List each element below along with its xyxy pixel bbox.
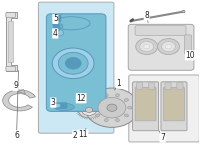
- Ellipse shape: [124, 114, 128, 117]
- FancyBboxPatch shape: [135, 87, 156, 121]
- Polygon shape: [3, 90, 35, 111]
- Text: 1: 1: [116, 79, 121, 88]
- Ellipse shape: [105, 119, 108, 122]
- Text: 7: 7: [160, 133, 165, 142]
- Ellipse shape: [116, 94, 119, 97]
- Circle shape: [158, 39, 179, 55]
- FancyBboxPatch shape: [6, 12, 15, 17]
- Ellipse shape: [128, 106, 132, 109]
- Circle shape: [78, 102, 100, 118]
- Circle shape: [140, 41, 154, 52]
- Text: 4: 4: [53, 29, 58, 38]
- FancyBboxPatch shape: [128, 24, 194, 70]
- FancyBboxPatch shape: [46, 14, 106, 111]
- Ellipse shape: [124, 99, 128, 101]
- FancyBboxPatch shape: [38, 2, 114, 133]
- Text: 5: 5: [53, 14, 58, 23]
- Circle shape: [65, 57, 81, 69]
- Circle shape: [55, 30, 64, 36]
- Text: 6: 6: [14, 131, 19, 140]
- Polygon shape: [18, 90, 26, 94]
- FancyBboxPatch shape: [133, 82, 159, 131]
- FancyBboxPatch shape: [177, 82, 183, 89]
- FancyBboxPatch shape: [161, 82, 187, 131]
- Circle shape: [162, 41, 175, 52]
- FancyBboxPatch shape: [164, 87, 184, 121]
- Ellipse shape: [116, 119, 119, 122]
- Ellipse shape: [54, 103, 74, 111]
- Circle shape: [56, 24, 63, 29]
- Polygon shape: [6, 12, 17, 71]
- Circle shape: [52, 48, 94, 79]
- FancyBboxPatch shape: [55, 103, 67, 108]
- Circle shape: [98, 97, 126, 118]
- Text: 8: 8: [144, 11, 149, 20]
- Circle shape: [86, 107, 93, 112]
- Ellipse shape: [105, 94, 108, 97]
- Circle shape: [136, 39, 158, 55]
- FancyBboxPatch shape: [184, 35, 191, 54]
- Text: 12: 12: [76, 94, 86, 103]
- Polygon shape: [8, 21, 13, 62]
- FancyBboxPatch shape: [53, 15, 61, 21]
- FancyBboxPatch shape: [165, 82, 171, 89]
- FancyBboxPatch shape: [129, 75, 199, 142]
- Text: 11: 11: [78, 130, 88, 139]
- Text: 10: 10: [186, 51, 195, 60]
- FancyBboxPatch shape: [53, 23, 59, 31]
- Ellipse shape: [92, 106, 96, 109]
- Circle shape: [166, 44, 172, 49]
- FancyBboxPatch shape: [135, 26, 186, 35]
- Circle shape: [85, 88, 139, 127]
- Circle shape: [54, 103, 60, 108]
- Text: 2: 2: [73, 131, 78, 140]
- Circle shape: [182, 10, 185, 13]
- Circle shape: [144, 44, 150, 49]
- Circle shape: [58, 52, 88, 74]
- Text: 3: 3: [51, 98, 56, 107]
- Text: 9: 9: [13, 81, 18, 90]
- Circle shape: [82, 104, 97, 115]
- FancyBboxPatch shape: [137, 82, 143, 89]
- Ellipse shape: [95, 99, 100, 101]
- Ellipse shape: [95, 114, 100, 117]
- FancyBboxPatch shape: [148, 82, 155, 89]
- FancyBboxPatch shape: [6, 66, 15, 71]
- Ellipse shape: [52, 17, 90, 30]
- Circle shape: [107, 104, 117, 111]
